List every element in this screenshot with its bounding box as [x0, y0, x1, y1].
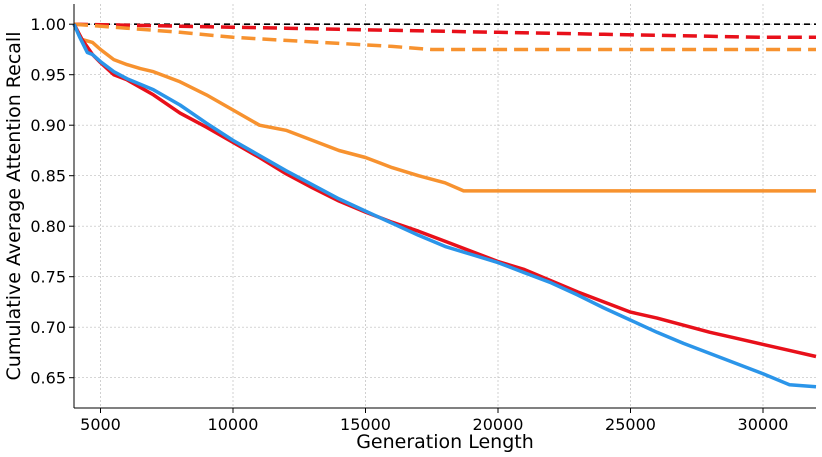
y-tick-label: 0.85 — [30, 167, 66, 186]
y-tick-label: 1.00 — [30, 15, 66, 34]
series-line-orange-dashed — [73, 22, 816, 52]
axes — [73, 4, 816, 409]
series-line-orange-solid — [72, 23, 816, 193]
grid — [74, 4, 816, 408]
x-axis-label: Generation Length — [356, 431, 534, 453]
x-ticks: 5000 10000 15000 20000 25000 30000 — [80, 408, 788, 434]
y-tick-label: 0.95 — [30, 66, 66, 85]
y-ticks: 0.65 0.70 0.75 0.80 0.85 0.90 0.95 1.00 — [30, 15, 74, 388]
series-line-red-dashed — [73, 22, 816, 40]
series-line-blue-solid — [72, 23, 817, 389]
y-tick-label: 0.90 — [30, 116, 66, 135]
x-tick-label: 15000 — [340, 415, 391, 434]
y-tick-label: 0.75 — [30, 268, 66, 287]
x-tick-label: 25000 — [605, 415, 656, 434]
y-tick-label: 0.80 — [30, 217, 66, 236]
y-axis-label: Cumulative Average Attention Recall — [3, 32, 25, 381]
x-tick-label: 20000 — [473, 415, 524, 434]
x-tick-label: 30000 — [738, 415, 789, 434]
x-tick-label: 10000 — [208, 415, 259, 434]
series-group — [72, 22, 817, 389]
x-tick-label: 5000 — [80, 415, 121, 434]
y-tick-label: 0.70 — [30, 318, 66, 337]
y-tick-label: 0.65 — [30, 369, 66, 388]
